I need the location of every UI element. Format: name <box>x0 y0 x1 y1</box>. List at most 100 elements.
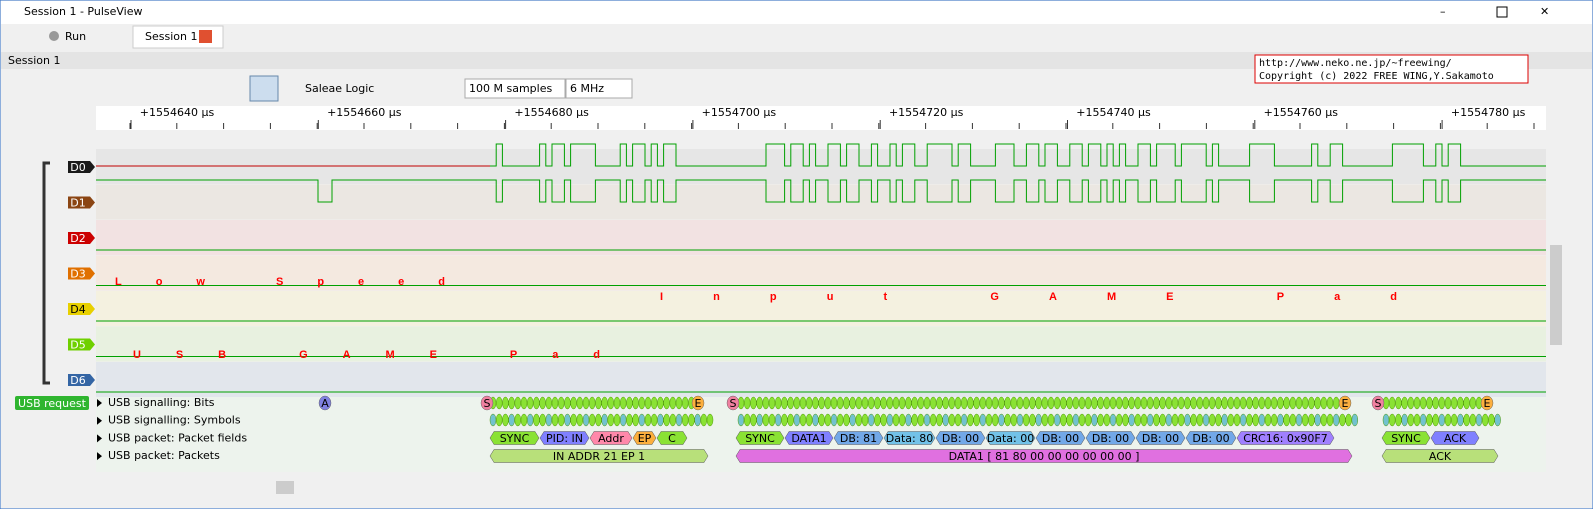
cursor-button[interactable] <box>249 75 279 102</box>
bit <box>1165 396 1173 410</box>
symbol <box>1016 413 1024 427</box>
symbol <box>849 413 856 427</box>
channel-label: D2 <box>70 232 85 245</box>
packet-field-label: Data: 00 <box>987 432 1034 445</box>
bit <box>514 396 522 410</box>
symbol <box>669 413 677 427</box>
session-tab-label[interactable]: Session 1 <box>145 30 197 43</box>
bit <box>905 396 912 410</box>
packet-field-label: EP <box>638 432 652 445</box>
bit <box>1438 396 1446 410</box>
symbol <box>1165 413 1173 427</box>
bit <box>526 396 534 410</box>
packet-field-label: DB: 00 <box>1042 432 1079 445</box>
bit <box>1072 396 1080 410</box>
bit <box>861 396 869 410</box>
channel-row <box>96 326 1546 362</box>
bit <box>830 396 838 410</box>
symbol <box>657 413 664 427</box>
bit <box>1413 396 1421 410</box>
bit <box>874 396 881 410</box>
bit <box>1233 396 1241 410</box>
bit-marker-label: E <box>1342 397 1349 410</box>
bit <box>936 396 943 410</box>
packet-field <box>539 431 590 445</box>
symbol <box>774 413 782 427</box>
channel-row <box>96 220 1546 255</box>
bit <box>1022 396 1030 410</box>
bit <box>1010 396 1018 410</box>
symbol <box>861 413 869 427</box>
symbol <box>1432 413 1439 427</box>
symbol <box>843 413 850 427</box>
symbol <box>818 413 825 427</box>
ruler-label: +1554680 µs <box>514 106 589 119</box>
ruler-label: +1554640 µs <box>140 106 215 119</box>
close[interactable]: ✕ <box>1540 5 1549 18</box>
symbol <box>495 413 503 427</box>
symbol <box>688 413 695 427</box>
bit <box>1457 396 1464 410</box>
symbol <box>1053 413 1061 427</box>
symbol <box>508 413 515 427</box>
packet-field <box>489 431 540 445</box>
bit <box>588 396 596 410</box>
symbol <box>793 413 801 427</box>
bit <box>898 396 906 410</box>
symbol <box>923 413 931 427</box>
rate-box[interactable] <box>565 78 633 99</box>
symbol <box>1326 413 1334 427</box>
maximize[interactable] <box>1496 6 1508 18</box>
packet-field <box>1381 431 1431 445</box>
decoder-row-label: USB packet: Packet fields <box>108 431 247 444</box>
h-thumb[interactable] <box>276 481 294 494</box>
bit <box>1301 396 1309 410</box>
channel-row <box>96 291 1546 326</box>
bit <box>1029 396 1036 410</box>
rate[interactable]: 6 MHz <box>570 82 604 95</box>
symbol <box>502 413 509 427</box>
minimize[interactable]: – <box>1440 5 1446 18</box>
symbol <box>1475 413 1483 427</box>
v-thumb[interactable] <box>1550 245 1562 345</box>
samples[interactable]: 100 M samples <box>469 82 552 95</box>
tab-close[interactable] <box>199 30 212 43</box>
symbol <box>1419 413 1427 427</box>
bit <box>948 396 956 410</box>
h-scrollbar[interactable] <box>96 480 1546 495</box>
symbol <box>1450 413 1458 427</box>
bit <box>979 396 987 410</box>
packet <box>489 449 709 463</box>
packet-field <box>1430 431 1480 445</box>
packet-field-label: SYNC <box>1391 432 1421 445</box>
packet-field-label: DB: 00 <box>1142 432 1179 445</box>
bit <box>973 396 980 410</box>
bit <box>1469 396 1477 410</box>
symbol <box>836 413 844 427</box>
symbol <box>1047 413 1055 427</box>
ruler <box>96 106 1546 130</box>
decoder-row-label: USB signalling: Symbols <box>108 414 241 427</box>
bit <box>1078 396 1086 410</box>
run-button[interactable]: Run <box>65 30 86 43</box>
symbol <box>1426 413 1433 427</box>
symbol <box>1401 413 1408 427</box>
bit <box>805 396 813 410</box>
symbol <box>675 413 683 427</box>
symbol <box>805 413 813 427</box>
symbol <box>1215 413 1222 427</box>
symbol <box>1332 413 1340 427</box>
symbol <box>1277 413 1284 427</box>
device-select[interactable]: Saleae Logic <box>305 82 374 95</box>
samples-box[interactable] <box>464 78 566 99</box>
bit <box>1270 396 1278 410</box>
bit <box>644 396 652 410</box>
bit-marker <box>726 395 740 411</box>
bit <box>1128 396 1135 410</box>
symbol <box>979 413 987 427</box>
bit <box>1066 396 1073 410</box>
bit <box>1264 396 1272 410</box>
symbol <box>533 413 540 427</box>
symbol <box>886 413 894 427</box>
symbol <box>1494 413 1501 427</box>
